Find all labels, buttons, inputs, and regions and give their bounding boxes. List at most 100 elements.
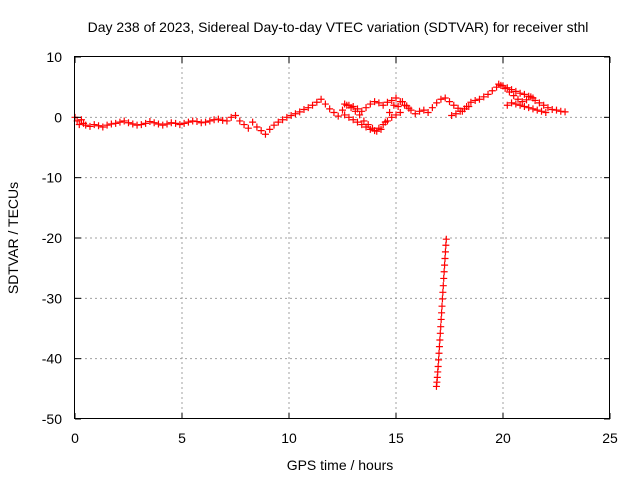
data-point: [227, 113, 235, 121]
data-point: [405, 104, 413, 112]
data-point: [300, 105, 308, 113]
data-point: [257, 127, 265, 135]
data-point: [433, 99, 441, 107]
data-point: [371, 127, 379, 135]
data-point: [345, 101, 353, 109]
data-point: [529, 94, 537, 102]
data-point: [150, 119, 158, 127]
data-point: [103, 121, 111, 129]
data-point: [441, 261, 449, 269]
data-point: [484, 90, 492, 98]
series-drop: [432, 235, 450, 390]
y-axis-label: SDTVAR / TECUs: [5, 182, 21, 294]
data-point: [416, 107, 424, 115]
data-point: [330, 109, 338, 117]
data-point: [202, 118, 210, 126]
data-point: [561, 108, 569, 116]
data-point: [353, 118, 361, 126]
data-point: [441, 248, 449, 256]
data-point: [452, 110, 460, 118]
data-point: [401, 101, 409, 109]
data-point: [253, 123, 261, 131]
data-point: [512, 100, 520, 108]
data-point: [523, 96, 531, 104]
data-point: [388, 113, 396, 121]
data-point: [90, 121, 98, 129]
data-point: [159, 121, 167, 129]
data-point: [436, 336, 444, 344]
data-point: [133, 121, 141, 129]
axis-ticks: 0 5 10 15 20 25 -50 -40 -30 -20 -10 0 10: [42, 49, 618, 446]
data-point: [95, 122, 103, 130]
data-point: [375, 124, 383, 132]
data-point: [236, 117, 244, 125]
data-point: [435, 356, 443, 364]
data-point: [432, 382, 440, 390]
data-point: [557, 107, 565, 115]
data-point: [383, 117, 391, 125]
data-point: [460, 105, 468, 113]
data-point: [291, 110, 299, 118]
data-point: [345, 113, 353, 121]
data-point: [142, 119, 150, 127]
data-point: [86, 122, 94, 130]
data-point: [439, 288, 447, 296]
data-point: [510, 92, 518, 100]
data-point: [379, 121, 387, 129]
data-point: [321, 100, 329, 108]
data-point: [309, 101, 317, 109]
x-tick-label: 10: [281, 430, 297, 446]
x-tick-label: 5: [178, 430, 186, 446]
data-point: [540, 101, 548, 109]
data-point: [542, 109, 550, 117]
data-point: [471, 96, 479, 104]
data-point: [439, 282, 447, 290]
data-point: [538, 107, 546, 115]
data-point: [313, 98, 321, 106]
data-point: [440, 268, 448, 276]
data-point: [120, 117, 128, 125]
series-lower-branch: [341, 99, 550, 135]
data-point: [441, 94, 449, 102]
data-point: [475, 95, 483, 103]
y-tick-label: -50: [42, 411, 62, 427]
data-point: [358, 107, 366, 115]
data-point: [435, 349, 443, 357]
data-point: [219, 116, 227, 124]
data-points: [71, 80, 569, 390]
data-point: [442, 235, 450, 243]
data-point: [206, 117, 214, 125]
data-point: [520, 90, 528, 98]
data-point: [176, 121, 184, 129]
data-point: [296, 108, 304, 116]
data-point: [435, 343, 443, 351]
data-point: [362, 123, 370, 131]
data-point: [360, 117, 368, 125]
data-point: [553, 106, 560, 114]
data-point: [516, 89, 524, 97]
data-point: [82, 121, 90, 129]
x-tick-label: 0: [71, 430, 79, 446]
data-point: [304, 104, 312, 112]
data-point: [548, 105, 556, 113]
data-point: [383, 98, 391, 106]
data-point: [488, 87, 496, 95]
y-tick-label: 0: [54, 109, 62, 125]
chart-title: Day 238 of 2023, Sidereal Day-to-day VTE…: [88, 19, 589, 35]
data-point: [437, 315, 445, 323]
data-point: [358, 121, 366, 129]
data-point: [107, 120, 115, 128]
x-tick-label: 20: [495, 430, 511, 446]
data-point: [514, 95, 522, 103]
data-point: [193, 118, 201, 126]
data-point: [388, 96, 396, 104]
data-point: [129, 120, 137, 128]
data-point: [349, 116, 357, 124]
data-point: [428, 104, 436, 112]
data-point: [379, 101, 387, 109]
data-point: [75, 121, 83, 129]
data-point: [392, 94, 400, 102]
data-point: [390, 101, 398, 109]
data-point: [210, 116, 218, 124]
